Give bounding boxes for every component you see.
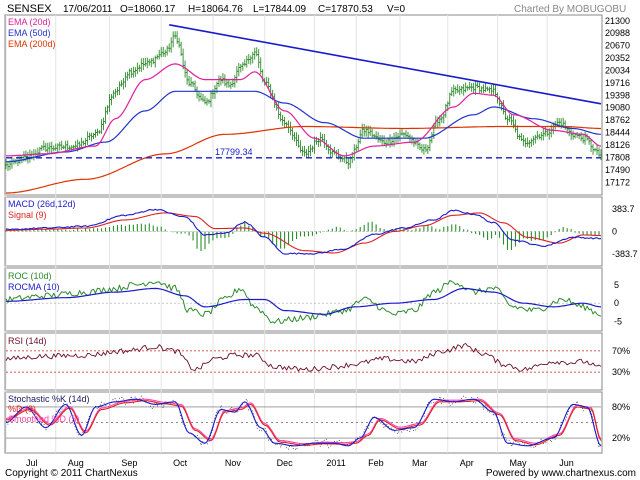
macd-layer	[5, 208, 602, 255]
ema50-line	[6, 90, 602, 163]
price-legend-entry: EMA (20d)	[8, 17, 51, 27]
x-tick-label: Sep	[121, 458, 137, 468]
roc-y-tick-label: 0	[614, 298, 619, 308]
chart-high: H=18064.76	[188, 4, 243, 15]
stochastic-layer	[5, 395, 602, 451]
rsi-y-tick-label: 30%	[612, 367, 630, 377]
price-y-tick-label: 17490	[605, 165, 630, 175]
stochastic-y-tick-label: 20%	[612, 433, 630, 443]
roc-y-tick-label: 5	[614, 280, 619, 290]
x-tick-label: Oct	[173, 458, 188, 468]
rocma-line	[6, 287, 602, 315]
support-annotation: 17799.34	[215, 147, 253, 157]
price-y-tick-label: 19398	[605, 90, 630, 100]
macd-y-tick-label: 383.7	[612, 204, 635, 214]
x-tick-label: Nov	[225, 458, 242, 468]
price-legend-entry: EMA (50d)	[8, 28, 51, 38]
chart-low: L=17844.09	[253, 4, 307, 15]
price-layer: 17799.34	[4, 24, 603, 194]
signal-line	[6, 212, 602, 254]
k-line	[5, 398, 602, 447]
rsi-legend-entry: RSI (14d)	[8, 336, 47, 346]
x-tick-label: Dec	[277, 458, 294, 468]
x-tick-label: 2011	[326, 458, 345, 468]
rsi-line	[5, 343, 602, 372]
x-tick-label: Aug	[68, 458, 84, 468]
x-tick-label: Feb	[368, 458, 384, 468]
roc-panel	[4, 267, 603, 332]
chart-symbol: SENSEX	[7, 3, 52, 15]
price-y-tick-label: 19716	[605, 78, 630, 88]
price-y-tick-label: 17172	[605, 177, 630, 187]
chart-volume: V=0	[387, 4, 406, 15]
label-layer: 21300 20988 20670 20352 20034 19716 19398 19080…	[8, 16, 638, 468]
x-tick-label: Jun	[559, 458, 574, 468]
charted-by: Charted By MOBUGOBU	[514, 4, 626, 15]
price-panel	[4, 14, 603, 196]
stochastic-legend-entry: Smoothed %D (3)	[8, 414, 80, 424]
smoothed-d-line	[5, 398, 602, 445]
price-y-tick-label: 20988	[605, 28, 630, 38]
stochastic-y-tick-label: 80%	[612, 402, 630, 412]
x-tick-label: Mar	[412, 458, 428, 468]
roc-y-tick-label: -5	[614, 317, 622, 327]
roc-legend-entry: ROC (10d)	[8, 271, 52, 281]
x-tick-label: Jul	[26, 458, 38, 468]
price-y-tick-label: 17808	[605, 152, 630, 162]
price-legend-entry: EMA (200d)	[8, 39, 56, 49]
rsi-y-tick-label: 70%	[612, 346, 630, 356]
rsi-layer	[5, 343, 602, 372]
macd-legend-entry: Signal (9)	[8, 210, 47, 220]
ema20-line	[6, 63, 602, 157]
price-y-tick-label: 19080	[605, 103, 630, 113]
chart-open: O=18060.17	[120, 4, 176, 15]
chart-close: C=17870.53	[318, 4, 373, 15]
roc-layer	[5, 280, 602, 324]
price-y-tick-label: 20670	[605, 41, 630, 51]
x-tick-label: Apr	[460, 458, 474, 468]
roc-line	[5, 280, 602, 324]
price-y-tick-label: 21300	[605, 16, 630, 26]
price-y-tick-label: 20352	[605, 53, 630, 63]
chart-date: 17/06/2011	[63, 4, 113, 15]
macd-y-tick-label: -383.7	[612, 249, 638, 259]
ema200-line	[6, 125, 601, 194]
footer-copyright: Copyright © 2011 ChartNexus	[5, 468, 138, 479]
price-y-tick-label: 18762	[605, 115, 630, 125]
macd-legend-entry: MACD (26d,12d)	[8, 199, 76, 209]
macd-y-tick-label: 0	[612, 227, 617, 237]
rsi-panel	[4, 332, 603, 391]
price-y-tick-label: 18126	[605, 140, 630, 150]
footer-powered: Powered by www.chartnexus.com	[486, 468, 636, 479]
roc-legend-entry: ROCMA (10)	[8, 282, 60, 292]
stochastic-legend-entry: %D (3)	[8, 404, 36, 414]
price-y-tick-label: 20034	[605, 65, 630, 75]
macd-line	[6, 208, 602, 255]
price-y-tick-label: 18444	[605, 128, 630, 138]
resistance-trendline	[169, 24, 602, 105]
stochastic-legend-entry: Stochastic %K (14d)	[8, 394, 90, 404]
x-tick-label: May	[509, 458, 527, 468]
